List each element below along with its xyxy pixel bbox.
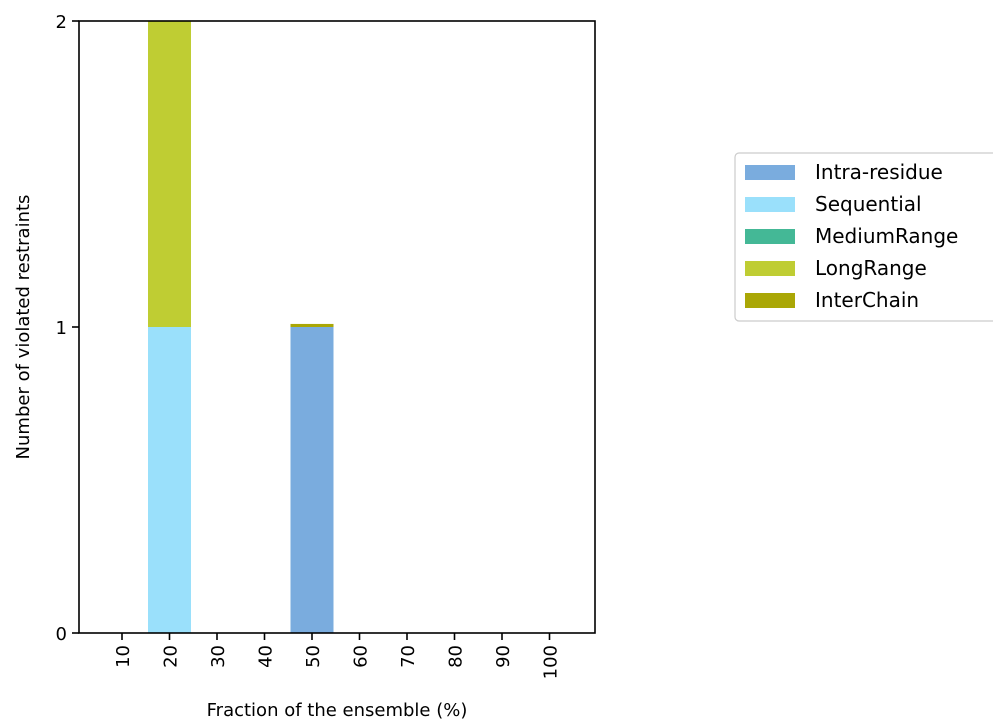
x-tick-label: 30	[208, 645, 229, 668]
bar-intra-residue-50	[290, 327, 334, 633]
legend-label: MediumRange	[815, 224, 958, 248]
y-tick-label: 2	[56, 12, 67, 33]
x-axis: 10 20 30 40 50 60 70 80 90 100	[113, 633, 562, 679]
bar-longrange-20	[148, 21, 191, 327]
y-axis: 0 1 2	[56, 12, 79, 645]
bars-group	[148, 21, 334, 633]
x-tick-label: 40	[256, 645, 277, 668]
x-tick-label: 10	[113, 645, 134, 668]
x-tick-label: 20	[161, 645, 182, 668]
legend-swatch-mediumrange	[745, 229, 795, 244]
legend-label: Intra-residue	[815, 160, 943, 184]
legend-frame	[734, 152, 993, 322]
legend: Intra-residue Sequential MediumRange LongRa…	[734, 152, 993, 322]
x-tick-label: 70	[398, 645, 419, 668]
legend-label: LongRange	[815, 256, 927, 280]
legend-label: Sequential	[815, 192, 922, 216]
y-tick-label: 1	[56, 318, 67, 339]
x-tick-label: 90	[493, 645, 514, 668]
legend-swatch-sequential	[745, 197, 795, 212]
y-tick-label: 0	[56, 624, 67, 645]
legend-swatch-interchain	[745, 293, 795, 308]
x-tick-label: 50	[303, 645, 324, 668]
legend-swatch-longrange	[745, 261, 795, 276]
x-tick-label: 100	[541, 645, 562, 679]
legend-label: InterChain	[815, 288, 919, 312]
x-axis-title: Fraction of the ensemble (%)	[207, 700, 468, 719]
y-axis-title: Number of violated restraints	[13, 195, 34, 460]
bar-sequential-20	[148, 327, 191, 633]
x-tick-label: 60	[351, 645, 372, 668]
bar-interchain-50	[290, 323, 334, 327]
legend-swatch-intra-residue	[745, 165, 795, 180]
x-tick-label: 80	[446, 645, 467, 668]
